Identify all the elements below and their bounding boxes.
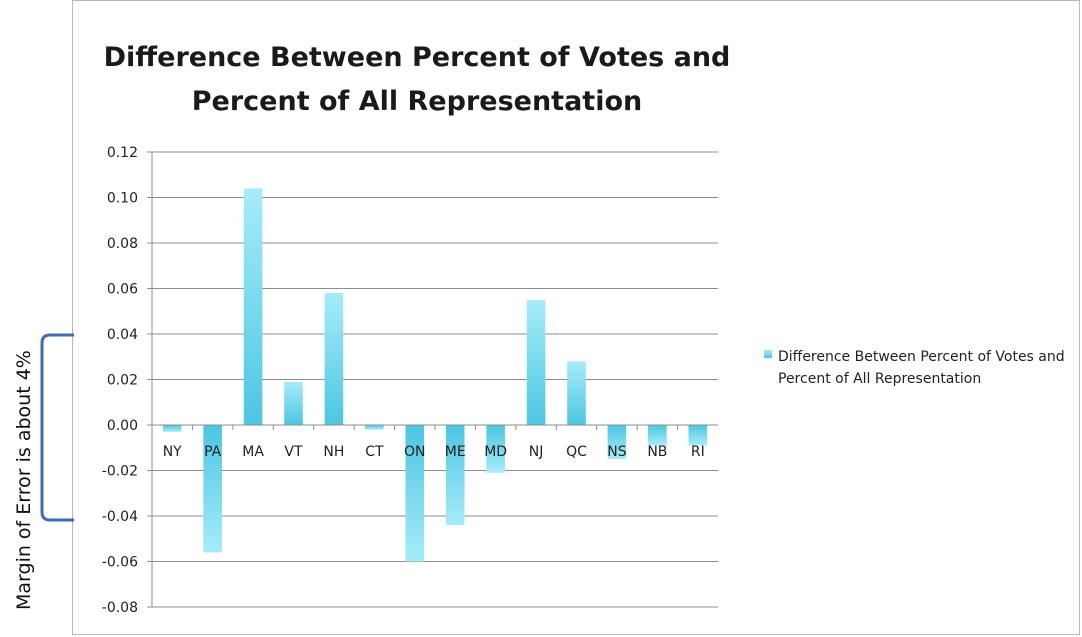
x-tick-label: NS — [607, 444, 626, 460]
chart-title-line-1: Difference Between Percent of Votes and — [103, 42, 731, 73]
bar-vt — [284, 381, 303, 425]
x-tick-label: NJ — [529, 444, 544, 460]
chart-title: Difference Between Percent of Votes and … — [72, 36, 762, 124]
bar-qc — [567, 361, 586, 425]
x-tick-label: QC — [566, 444, 587, 460]
y-axis-tick-labels: 0.12 0.10 0.08 0.06 0.04 0.02 0.00 -0.02 -0.04 -0… — [102, 145, 138, 616]
bar-nh — [324, 293, 344, 425]
bar-ri — [688, 425, 708, 446]
bar-md — [486, 425, 505, 473]
x-tick-label: ON — [404, 444, 426, 460]
bar-me — [445, 425, 465, 526]
y-tick-label: 0.10 — [107, 191, 138, 207]
y-tick-label: 0.06 — [107, 282, 138, 298]
x-tick-label: MD — [484, 444, 507, 460]
margin-of-error-bracket — [40, 333, 74, 522]
x-tick-label: NY — [163, 444, 182, 460]
chart-title-line-2: Percent of All Representation — [191, 86, 643, 117]
x-tick-label: MA — [242, 444, 264, 460]
bar-on — [405, 425, 425, 562]
x-tick-label: RI — [691, 444, 705, 460]
x-tick-label: CT — [365, 444, 384, 460]
y-tick-label: 0.00 — [107, 418, 138, 434]
bar-series — [162, 188, 708, 562]
y-tick-label: 0.02 — [107, 373, 138, 389]
bar-ns — [607, 425, 627, 460]
y-tick-label: -0.06 — [102, 555, 138, 571]
legend-swatch — [764, 350, 772, 358]
bar-ny — [162, 425, 182, 432]
axes — [151, 152, 718, 607]
bar-nj — [526, 299, 546, 425]
bar-pa — [203, 425, 222, 553]
x-axis-tick-labels: NY PA MA VT NH CT ON ME MD NJ QC NS NB RI — [163, 444, 705, 460]
y-tick-label: 0.08 — [107, 236, 138, 252]
x-tick-label: ME — [445, 444, 466, 460]
x-tick-label: NH — [323, 444, 344, 460]
legend-label: Difference Between Percent of Votes and … — [778, 349, 1065, 387]
y-tick-label: -0.08 — [102, 600, 138, 616]
y-tick-label: 0.12 — [107, 145, 138, 161]
bar-ma — [243, 188, 263, 425]
bar-nb — [648, 425, 667, 446]
y-tick-label: -0.02 — [102, 464, 138, 480]
bar-ct — [365, 425, 384, 430]
chart-frame — [72, 0, 1080, 635]
x-tick-label: VT — [284, 444, 303, 460]
gridlines — [147, 151, 718, 608]
y-tick-label: -0.04 — [102, 509, 138, 525]
y-tick-label: 0.04 — [107, 327, 138, 343]
x-tick-label: PA — [204, 444, 222, 460]
margin-of-error-annotation: Margin of Error is about 4% — [13, 350, 35, 610]
x-tick-label: NB — [647, 444, 667, 460]
